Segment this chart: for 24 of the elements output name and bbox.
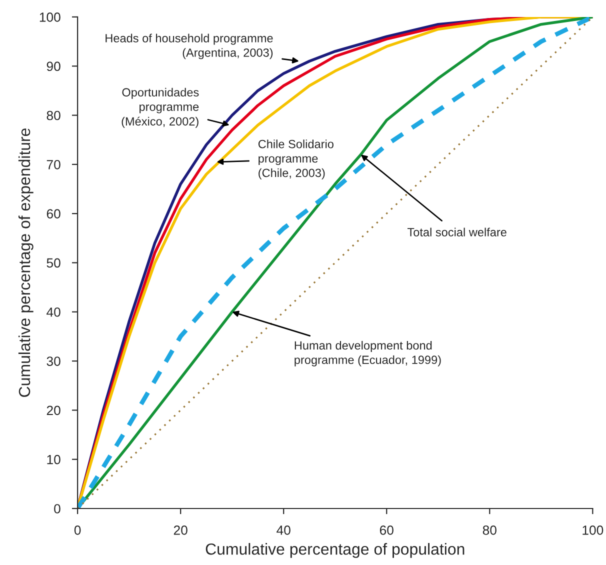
y-tick-label: 100 — [40, 12, 60, 22]
y-tick-label: 20 — [46, 406, 60, 416]
x-tick-label: 80 — [482, 526, 496, 535]
annotation: Chile Solidario programme (Chile, 2003) — [258, 140, 334, 180]
x-tick-label: 100 — [582, 526, 604, 535]
annotation: Heads of household programme (Argentina, 2003) — [106, 34, 273, 60]
x-axis-title: Cumulative percentage of population — [206, 543, 464, 558]
annotation: Oportunidades programme (México, 2002) — [122, 88, 199, 128]
y-tick-label: 0 — [54, 504, 60, 514]
y-tick-label: 50 — [46, 258, 60, 268]
y-tick-label: 30 — [46, 356, 60, 366]
x-tick-label: 60 — [380, 526, 394, 535]
annotation: Human development bond programme (Ecuador, 1999) — [294, 340, 441, 366]
y-tick-label: 10 — [47, 454, 60, 464]
y-tick-label: 60 — [46, 209, 60, 218]
x-tick-label: 20 — [174, 526, 188, 535]
y-tick-label: 90 — [46, 62, 60, 72]
y-tick-label: 70 — [46, 160, 60, 170]
x-tick-label: 0 — [74, 526, 81, 535]
y-tick-label: 80 — [46, 110, 60, 120]
x-tick-label: 40 — [276, 526, 290, 535]
y-tick-label: 40 — [46, 307, 60, 317]
annotation: Total social welfare — [408, 228, 506, 236]
y-axis-title: Cumulative percentage of expenditure — [18, 128, 34, 397]
